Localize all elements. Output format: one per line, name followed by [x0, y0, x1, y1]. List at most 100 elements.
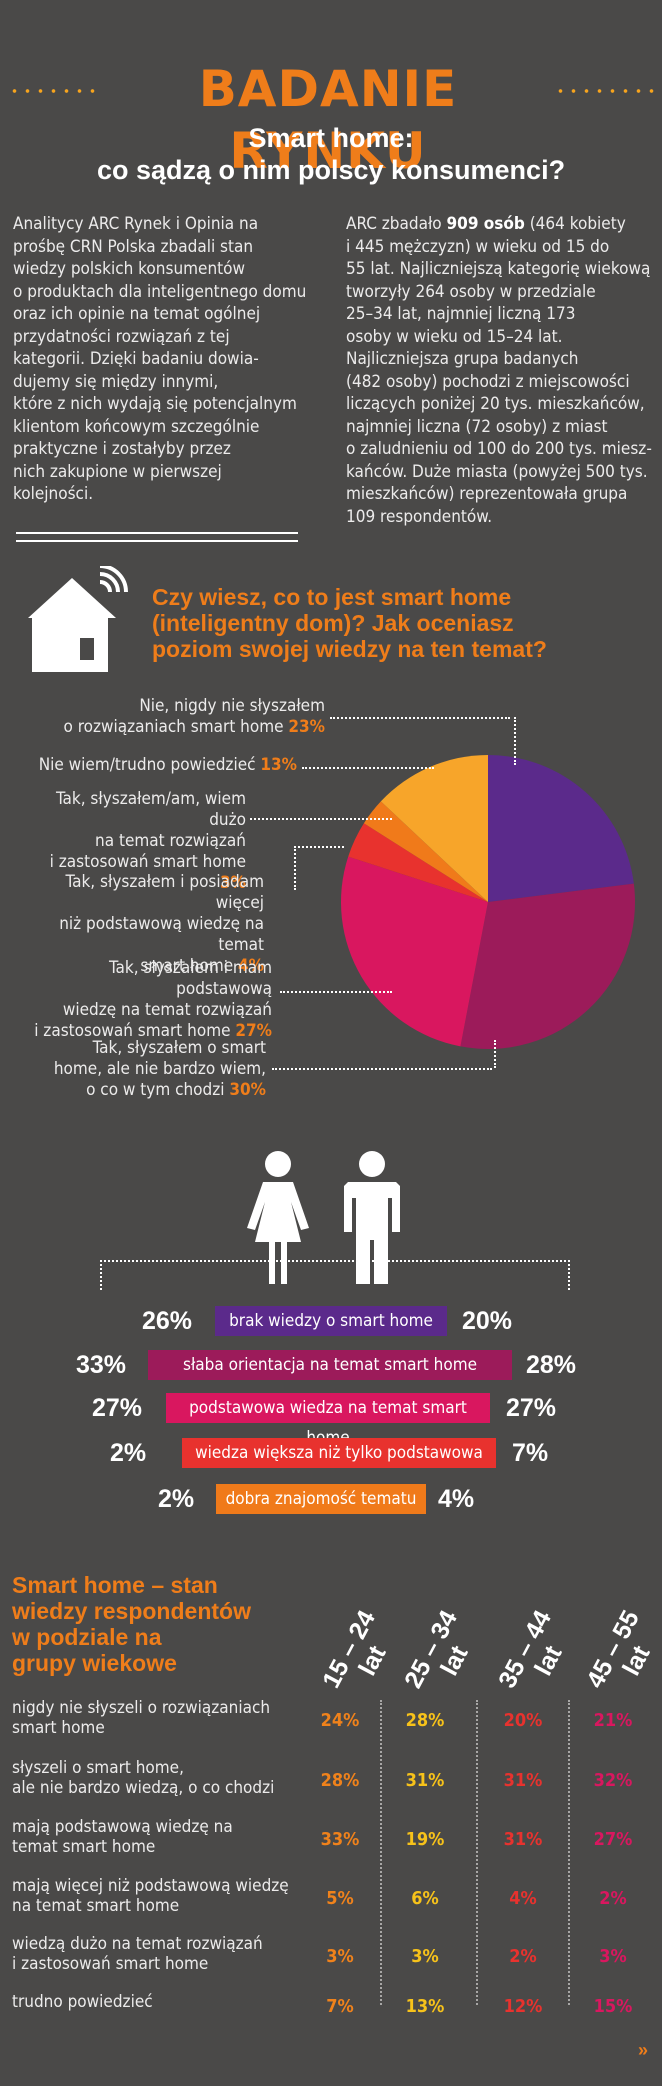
pie-label-line: Nie wiem/trudno powiedzieć — [38, 755, 256, 775]
question-line: poziom swojej wiedzy na ten temat? — [152, 636, 547, 662]
intro-right-rest: (464 kobiety — [524, 214, 626, 234]
intro-right-bold: 909 osób — [446, 214, 525, 234]
pie-leader — [302, 767, 434, 769]
female-pct: 27% — [92, 1394, 143, 1422]
gender-category-pill: słaba orientacja na temat smart home — [148, 1350, 512, 1380]
gender-row: 2% wiedza większa niż tylko podstawowa 7… — [0, 1438, 662, 1468]
pie-leader — [280, 991, 392, 993]
age-cell: 12% — [503, 1996, 543, 2017]
age-section-title: Smart home – stan wiedzy respondentów w … — [12, 1572, 292, 1676]
age-cell: 32% — [593, 1770, 633, 1791]
age-cell: 7% — [326, 1996, 354, 2017]
pie-label-line: o rozwiązaniach smart home — [63, 717, 284, 737]
question-line: Czy wiesz, co to jest smart home — [152, 584, 512, 610]
age-cell: 31% — [405, 1770, 445, 1791]
pie-pct: 23% — [288, 717, 325, 737]
intro-left-line: kategorii. Dzięki badaniu dowia- — [13, 349, 259, 369]
pie-leader — [250, 818, 392, 820]
subtitle-line-1: Smart home: — [248, 123, 414, 153]
intro-right-line: o zaludnieniu od 100 do 200 tys. miesz- — [346, 439, 652, 459]
age-group-header: 15 – 24 lat — [317, 1606, 403, 1704]
age-cell: 31% — [503, 1770, 543, 1791]
age-row-line: nigdy nie słyszeli o rozwiązaniach — [12, 1698, 271, 1718]
woman-icon — [247, 1151, 309, 1284]
decor-dots-left — [8, 88, 98, 94]
pie-leader — [330, 717, 510, 719]
intro-right-line: ARC zbadało 909 osób (464 kobiety — [346, 213, 656, 236]
age-group-header: 45 – 55 lat — [581, 1606, 662, 1704]
age-cell: 24% — [320, 1710, 360, 1731]
pie-label-line: na temat rozwiązań — [95, 831, 246, 851]
intro-left-line: które z nich wydają się potencjalnym — [13, 394, 297, 414]
gender-category-pill: dobra znajomość tematu — [216, 1484, 426, 1514]
age-cell: 3% — [411, 1946, 439, 1967]
pie-leader — [294, 846, 344, 848]
age-title-line: grupy wiekowe — [12, 1650, 177, 1676]
pie-label-dont-know: Nie wiem/trudno powiedzieć 13% — [20, 755, 297, 776]
pie-slice — [488, 755, 634, 902]
pie-pct: 13% — [260, 755, 297, 775]
age-cell: 33% — [320, 1829, 360, 1850]
age-row-line: wiedzą dużo na temat rozwiązań — [12, 1934, 263, 1954]
age-cell: 19% — [405, 1829, 445, 1850]
intro-right-line: tworzyły 264 osoby w przedziale — [346, 281, 596, 302]
page-title: BADANIE RYNKU — [198, 60, 458, 180]
column-divider — [568, 1700, 570, 2005]
age-cell: 13% — [405, 1996, 445, 2017]
intro-right-line: (482 osoby) pochodzi z miejscowości — [346, 371, 630, 392]
intro-left-line: dujemy się między innymi, — [13, 371, 219, 392]
age-row-line: temat smart home — [12, 1837, 156, 1857]
age-cell: 3% — [599, 1946, 627, 1967]
intro-right-line: mieszkańców) reprezentowała grupa — [346, 484, 628, 504]
age-row-line: mają podstawową wiedzę na — [12, 1817, 233, 1837]
pie-label-line: smart home — [140, 956, 234, 976]
pie-label-line: Tak, słyszałem o smart — [92, 1038, 266, 1058]
gender-bracket — [100, 1260, 102, 1290]
intro-left-line: klientom końcowym szczególnie — [13, 416, 260, 437]
pie-slice — [348, 823, 488, 902]
intro-right-line: najmniej liczna (72 osoby) z miast — [346, 416, 608, 437]
question-heading: Czy wiesz, co to jest smart home (inteli… — [152, 584, 622, 662]
intro-right-line: liczących poniżej 20 tys. mieszkańców, — [346, 394, 645, 414]
pie-slice — [363, 801, 488, 902]
pie-pct: 27% — [235, 1021, 272, 1041]
pie-slice — [341, 856, 488, 1047]
age-cell: 2% — [599, 1888, 627, 1909]
gender-category-pill: podstawowa wiedza na temat smart home — [166, 1393, 490, 1448]
pie-label-line: Nie, nigdy nie słyszałem — [139, 696, 325, 716]
age-title-line: w podziale na — [12, 1624, 162, 1650]
intro-right-line: i 445 mężczyzn) w wieku od 15 do — [346, 236, 610, 257]
decor-dots-right — [554, 88, 654, 94]
intro-left-line: praktyczne i zostałyby przez — [13, 439, 231, 459]
pie-pct: 4% — [238, 956, 264, 976]
knowledge-pie-chart — [341, 755, 635, 1049]
pie-slice — [460, 883, 635, 1049]
male-pct: 27% — [506, 1394, 557, 1422]
age-row-line: słyszeli o smart home, — [12, 1758, 184, 1778]
intro-right-line: osoby w wieku od 15–24 lat. — [346, 326, 563, 347]
pie-label-more-than-basic: Tak, słyszałem i posiadam więcej niż pod… — [20, 872, 264, 977]
gender-category-pill: brak wiedzy o smart home — [215, 1306, 447, 1336]
house-wifi-icon — [28, 566, 128, 672]
age-title-line: wiedzy respondentów — [12, 1598, 251, 1624]
age-cell: 3% — [326, 1946, 354, 1967]
pie-label-line: home, ale nie bardzo wiem, — [53, 1059, 266, 1079]
pie-label-line: Tak, słyszałem i mam podstawową — [109, 958, 272, 999]
next-page-arrow[interactable]: » — [637, 2040, 648, 2060]
pie-label-heard-not-sure: Tak, słyszałem o smart home, ale nie bar… — [30, 1038, 266, 1101]
age-row-label: mają podstawową wiedzę na temat smart hom… — [12, 1817, 233, 1857]
intro-right-text: ARC zbadało 909 osób (464 kobiety i 445 … — [346, 213, 656, 528]
pie-leader — [294, 846, 296, 890]
intro-double-rule — [16, 532, 298, 542]
age-row-label: słyszeli o smart home, ale nie bardzo wie… — [12, 1758, 274, 1798]
age-group-header: 35 – 44 lat — [493, 1606, 579, 1704]
pie-slice — [380, 755, 488, 902]
age-row-line: na temat smart home — [12, 1896, 180, 1916]
pie-label-know-a-lot: Tak, słyszałem/am, wiem dużo na temat ro… — [20, 789, 246, 894]
gender-row: 33% słaba orientacja na temat smart home… — [0, 1350, 662, 1380]
age-cell: 6% — [411, 1888, 439, 1909]
intro-right-line: 25–34 lat, najmniej liczną 173 — [346, 304, 576, 324]
pie-label-line: i zastosowań smart home — [49, 852, 246, 872]
pie-label-line: i zastosowań smart home — [34, 1021, 231, 1041]
gender-category-pill: wiedza większa niż tylko podstawowa — [182, 1438, 496, 1468]
